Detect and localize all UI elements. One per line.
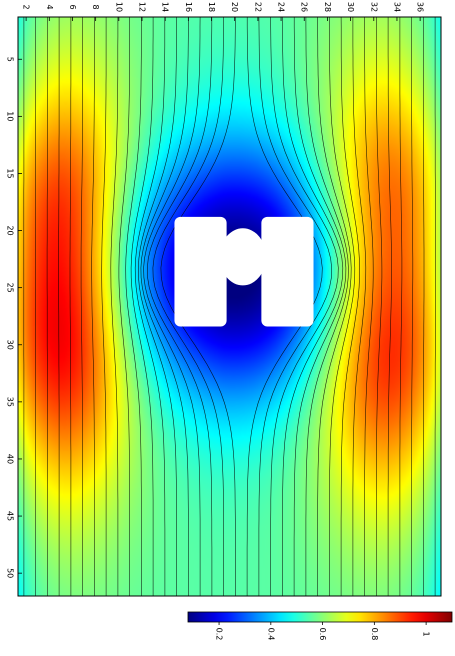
- contour-line: [91, 17, 95, 596]
- x-tick-label: 30: [346, 2, 355, 12]
- contour-line: [364, 17, 374, 596]
- x-tick-label: 6: [68, 4, 77, 9]
- y-tick-label: 10: [6, 111, 15, 121]
- contour-line: [317, 17, 352, 596]
- colorbar-tick-label: 0.6: [318, 628, 327, 641]
- y-tick-label: 30: [6, 340, 15, 350]
- contour-line: [387, 17, 392, 596]
- obstacle-ellipse: [219, 228, 267, 286]
- contour-line: [376, 17, 383, 596]
- contour-line: [329, 17, 356, 596]
- contour-line: [134, 17, 166, 596]
- contour-line: [293, 17, 347, 596]
- contour-line: [423, 17, 425, 596]
- contour-line: [140, 17, 189, 596]
- x-axis: 2 4 6 8 10 12 14 16 18 20 22 24 26 28 30 32 34 36: [22, 2, 425, 21]
- y-tick-label: 5: [6, 57, 15, 62]
- x-tick-label: 26: [300, 2, 309, 12]
- contour-line: [282, 16, 344, 596]
- x-tick-label: 20: [230, 2, 239, 12]
- contour-line: [152, 16, 224, 596]
- obstacle-rect-1: [174, 216, 227, 327]
- y-tick-label: 20: [6, 225, 15, 235]
- contour-line: [340, 16, 360, 596]
- y-tick-label: 40: [6, 454, 15, 464]
- field-image: [18, 17, 441, 596]
- contour-line: [411, 17, 414, 596]
- x-tick-label: 8: [91, 4, 100, 9]
- x-tick-label: 36: [416, 2, 425, 12]
- x-tick-label: 18: [207, 2, 216, 12]
- contour-line: [143, 16, 201, 596]
- x-tick-label: 28: [323, 2, 332, 12]
- contour-line: [160, 17, 236, 596]
- contour-line: [130, 17, 154, 596]
- x-tick-label: 34: [392, 2, 401, 12]
- field-layer: [18, 17, 441, 596]
- contour-line: [118, 17, 130, 596]
- x-tick-label: 10: [114, 2, 123, 12]
- colorbar: 0.2 0.4 0.6 0.8 1: [187, 611, 453, 641]
- colorbar-gradient: [187, 611, 453, 623]
- plot-frame: [17, 16, 442, 597]
- contour-line: [146, 17, 213, 596]
- x-tick-label: 16: [184, 2, 193, 12]
- colorbar-tick-label: 1: [422, 631, 431, 636]
- contour-line: [69, 17, 72, 596]
- x-tick-label: 12: [138, 2, 147, 12]
- y-tick-label: 15: [6, 168, 15, 178]
- y-tick-label: 45: [6, 511, 15, 521]
- contour-layer: [23, 16, 436, 596]
- contour-line: [110, 17, 119, 596]
- colorbar-tick-label: 0.2: [215, 628, 224, 641]
- x-tick-label: 2: [22, 4, 31, 9]
- contour-line: [270, 17, 339, 596]
- x-tick-label: 4: [45, 4, 54, 9]
- colorbar-tick-label: 0.8: [370, 628, 379, 641]
- contour-line: [101, 17, 107, 596]
- x-tick-label: 32: [369, 2, 378, 12]
- contour-line: [258, 16, 333, 596]
- x-tick-label: 22: [253, 2, 262, 12]
- y-axis: 5 10 15 20 25 30 35 40 45 50: [6, 57, 22, 578]
- contour-line: [305, 17, 349, 596]
- contour-line: [399, 17, 403, 596]
- x-tick-label: 24: [277, 2, 286, 12]
- contour-line: [80, 17, 83, 596]
- contour-line: [125, 17, 142, 596]
- y-tick-label: 50: [6, 568, 15, 578]
- obstacle-rect-2: [261, 216, 314, 327]
- x-tick-label: 14: [161, 2, 170, 12]
- y-tick-label: 35: [6, 397, 15, 407]
- y-tick-label: 25: [6, 283, 15, 293]
- contour-line: [352, 17, 367, 596]
- contour-line: [137, 17, 177, 596]
- obstacle-layer: [174, 216, 314, 327]
- colorbar-tick-label: 0.4: [266, 628, 275, 641]
